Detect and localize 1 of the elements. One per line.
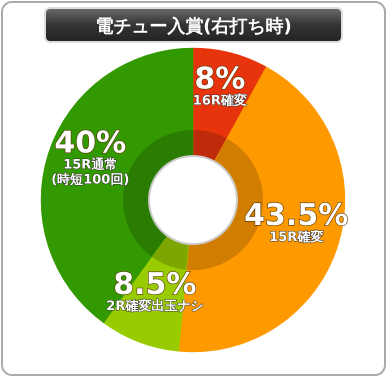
chart-title: 電チュー入賞(右打ち時) (95, 16, 292, 37)
